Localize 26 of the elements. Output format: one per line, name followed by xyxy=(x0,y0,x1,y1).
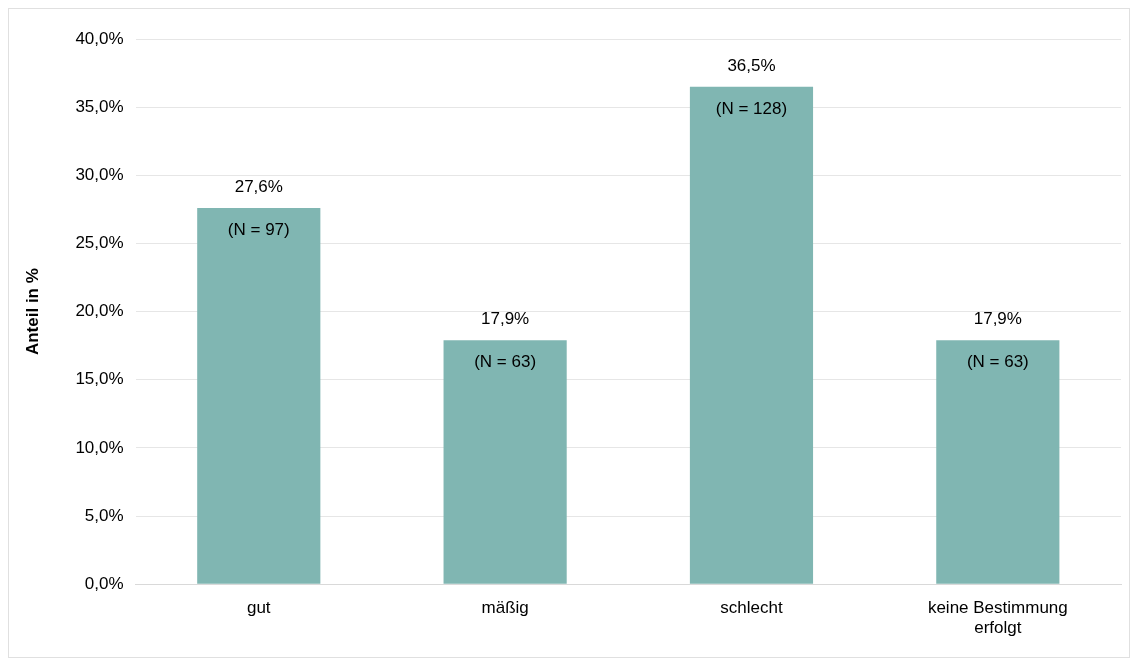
y-axis-title: Anteil in % xyxy=(22,268,42,356)
y-tick-label: 0,0% xyxy=(84,573,124,593)
y-tick-label: 15,0% xyxy=(75,369,124,389)
y-tick-label: 35,0% xyxy=(75,96,124,116)
data-label: 36,5% xyxy=(727,55,776,75)
x-tick-label: schlecht xyxy=(720,598,783,618)
y-tick-label: 10,0% xyxy=(75,437,124,457)
x-tick-label: gut xyxy=(246,598,271,618)
data-label: 27,6% xyxy=(234,177,283,197)
y-tick-label: 30,0% xyxy=(75,164,124,184)
data-label: 17,9% xyxy=(973,309,1022,329)
x-tick-label: keine Bestimmung erfolgt xyxy=(927,598,1068,638)
y-tick-label: 20,0% xyxy=(75,301,124,321)
bar xyxy=(197,208,321,584)
annotation: (N = 63) xyxy=(966,352,1029,372)
annotation: (N = 128) xyxy=(715,98,788,118)
data-label: 17,9% xyxy=(481,309,530,329)
bar xyxy=(936,340,1060,584)
y-tick-label: 5,0% xyxy=(84,505,124,525)
y-tick-label: 40,0% xyxy=(75,28,124,48)
x-tick-label: mäßig xyxy=(481,598,529,618)
y-tick-label: 25,0% xyxy=(75,233,124,253)
bar xyxy=(443,340,567,584)
annotation: (N = 97) xyxy=(227,220,290,240)
annotation: (N = 63) xyxy=(474,352,537,372)
bar xyxy=(689,86,814,584)
